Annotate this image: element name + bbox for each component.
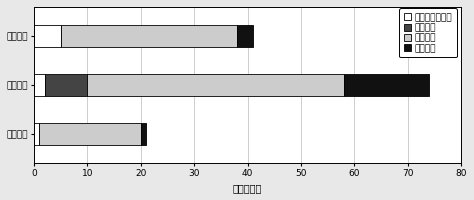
- Bar: [39, 123, 141, 145]
- Bar: [344, 74, 429, 96]
- Bar: [34, 25, 61, 47]
- Legend: ボーイスカウト, 経済団体, 市民団体, 福祉団体: ボーイスカウト, 経済団体, 市民団体, 福祉団体: [399, 8, 457, 57]
- Bar: [87, 74, 344, 96]
- X-axis label: （団体数）: （団体数）: [233, 183, 262, 193]
- Bar: [34, 74, 45, 96]
- Bar: [34, 123, 39, 145]
- Bar: [141, 123, 146, 145]
- Bar: [237, 25, 253, 47]
- Bar: [61, 25, 237, 47]
- Bar: [45, 74, 87, 96]
